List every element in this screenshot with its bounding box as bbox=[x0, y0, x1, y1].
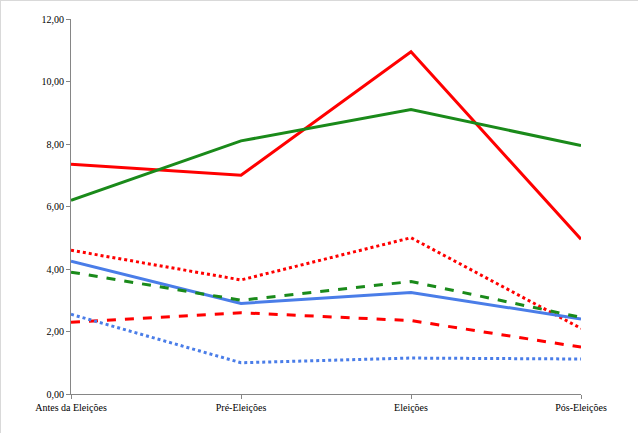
svg-text:6,00: 6,00 bbox=[47, 201, 65, 212]
svg-text:4,00: 4,00 bbox=[47, 264, 65, 275]
svg-text:Pré-Eleições: Pré-Eleições bbox=[216, 402, 267, 413]
svg-text:8,00: 8,00 bbox=[47, 139, 65, 150]
svg-text:Antes da Eleições: Antes da Eleições bbox=[35, 402, 107, 413]
svg-text:0,00: 0,00 bbox=[47, 389, 65, 400]
svg-text:10,00: 10,00 bbox=[42, 76, 65, 87]
svg-text:2,00: 2,00 bbox=[47, 326, 65, 337]
svg-text:Pós-Eleições: Pós-Eleições bbox=[555, 402, 607, 413]
svg-text:12,00: 12,00 bbox=[42, 14, 65, 25]
svg-text:Eleições: Eleições bbox=[394, 402, 428, 413]
